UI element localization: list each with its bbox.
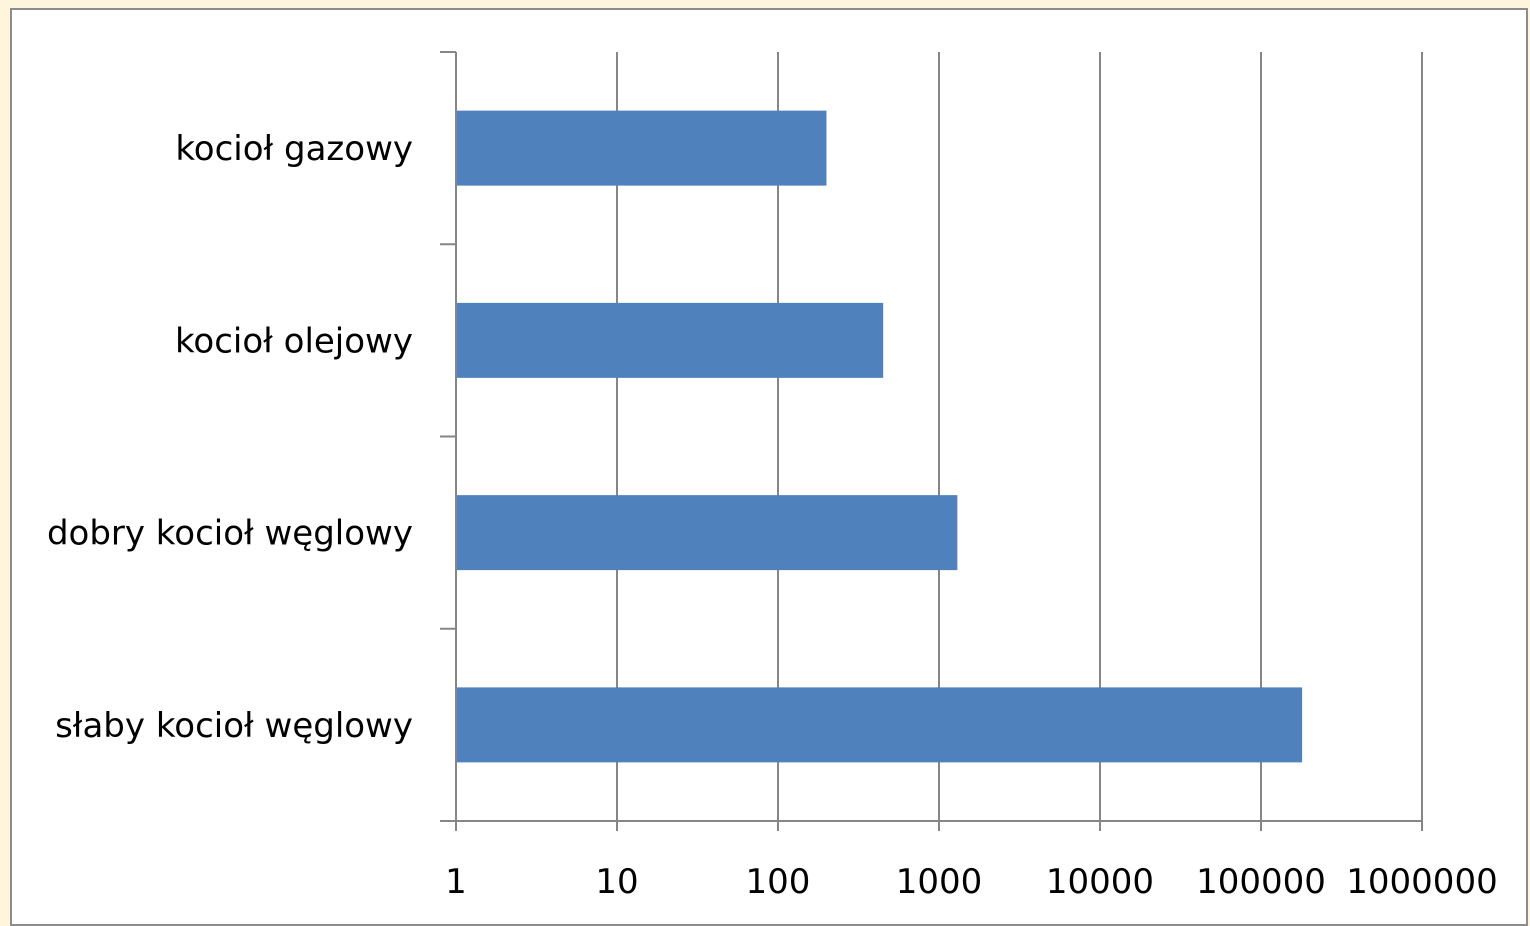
bar-2	[456, 302, 884, 378]
x-tick-label-1: 1	[445, 862, 467, 902]
x-tick-label-1000: 1000	[896, 862, 983, 902]
category-label-3: dobry kocioł węglowy	[47, 514, 413, 554]
x-tick-label-100: 100	[746, 862, 811, 902]
category-label-1: kocioł gazowy	[175, 129, 413, 169]
x-tick-label-10000: 10000	[1046, 862, 1154, 902]
bar-1	[456, 110, 827, 186]
labels: 1 10 100 1000 10000 100000 1000000 kocioł gazow…	[47, 129, 1498, 902]
bars	[456, 110, 1303, 763]
bar-4	[456, 687, 1303, 763]
x-tick-label-100000: 100000	[1196, 862, 1326, 902]
x-tick-label-1000000: 1000000	[1346, 862, 1497, 902]
category-label-2: kocioł olejowy	[175, 321, 413, 361]
bar-3	[456, 495, 958, 571]
category-label-4: słaby kocioł węglowy	[55, 706, 413, 746]
axes	[440, 51, 1423, 831]
x-tick-label-10: 10	[595, 862, 638, 902]
